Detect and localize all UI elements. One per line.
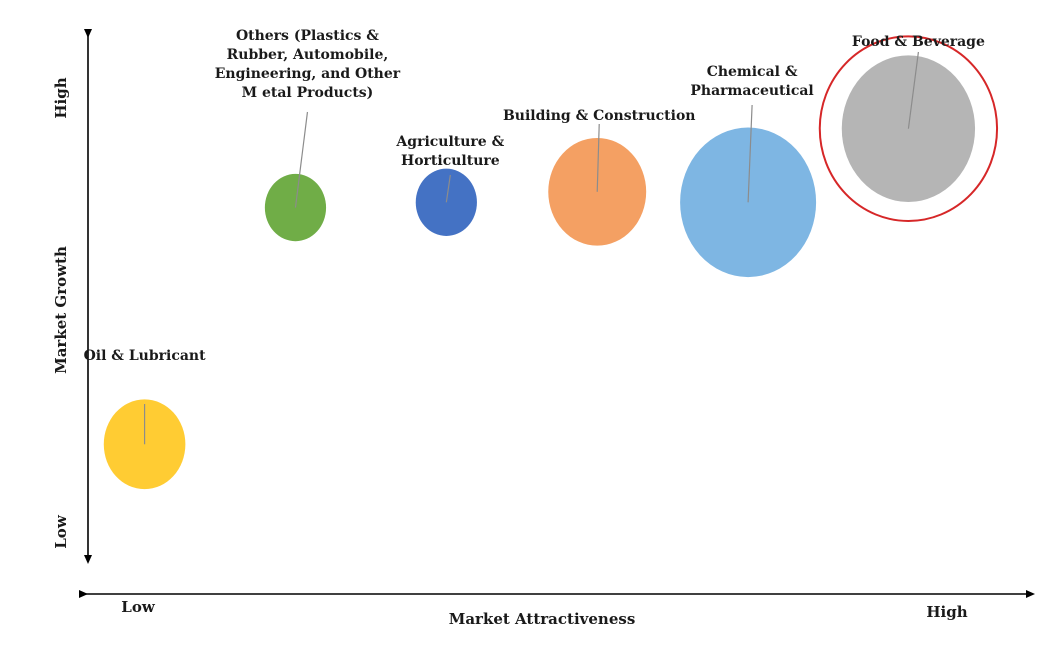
y-low-label: Low [52,514,70,549]
leader-line-agriculture-horticulture [445,174,451,203]
x-high-label: High [926,603,967,621]
label-oil-lubricant: Oil & Lubricant [84,348,207,364]
label-food-beverage: Food & Beverage [852,34,985,50]
x-axis-title: Market Attractiveness [449,610,636,628]
label-layer: Oil & Lubricant Others (Plastics & Rubber,… [84,28,985,445]
leader-line-building-construction [596,123,600,192]
label-chemical-pharmaceutical: Chemical & Pharmaceutical [690,64,813,99]
highlight-ring-food-beverage [818,35,999,222]
label-agriculture-horticulture: Agriculture & Horticulture [395,134,504,169]
label-building-construction: Building & Construction [503,108,696,124]
x-low-label: Low [121,598,156,616]
label-others-plastics-rubber-automobile-engineering-and-other-metal-products: Others (Plastics & Rubber, Automobile, Eng… [215,28,401,101]
bubble-food-beverage [841,55,976,202]
y-high-label: High [52,77,70,118]
leader-line-food-beverage [907,51,920,129]
leader-line-chemical-pharmaceutical [747,104,753,203]
leader-line-others-plastics-rubber-automobile-engineering-and-other-metal-products [294,111,309,208]
y-axis-title: Market Growth [52,246,70,374]
bubble-layer [103,35,999,490]
